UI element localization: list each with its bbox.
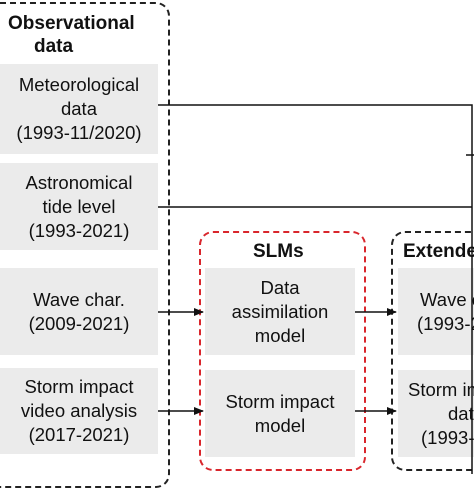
box-line: (2009-2021) xyxy=(28,312,130,334)
wave-char-obs-box: Wave char. (2009-2021) xyxy=(0,268,158,355)
box-line: (1993-2021) xyxy=(417,312,474,334)
storm-impact-video-box: Storm impact video analysis (2017-2021) xyxy=(0,368,158,454)
box-line: video analysis xyxy=(20,400,138,421)
storm-impact-ext-box: Storm impact data (1993-2021) xyxy=(398,370,474,457)
wave-char-ext-clip: Wave char. (1993-2021) xyxy=(398,268,474,355)
observational-title-line1: Observational xyxy=(8,13,135,34)
slms-group xyxy=(199,231,366,471)
box-line: assimilation xyxy=(231,300,329,322)
box-line: (1993-2021) xyxy=(28,219,130,241)
extended-group xyxy=(391,231,474,471)
box-line: data xyxy=(448,402,474,424)
box-line: model xyxy=(254,324,306,346)
box-line: data xyxy=(60,98,97,119)
wave-char-ext-box: Wave char. (1993-2021) xyxy=(398,268,474,355)
box-line: Astronomical xyxy=(25,171,133,193)
box-line: Wave char. xyxy=(33,288,125,310)
storm-impact-model-box: Storm impact model xyxy=(205,370,355,457)
box-line: Wave char. xyxy=(420,288,474,310)
box-line: Storm impact xyxy=(408,378,474,400)
slms-title-text: SLMs xyxy=(253,241,304,262)
box-line: tide level xyxy=(42,195,116,217)
box-line: Meteorological xyxy=(18,74,140,95)
box-line: Data xyxy=(260,276,300,298)
storm-impact-ext-clip: Storm impact data (1993-2021) xyxy=(398,370,474,457)
data-assimilation-model-box: Data assimilation model xyxy=(205,268,355,355)
observational-group-title-line2: data xyxy=(34,35,73,59)
slms-group-title: SLMs xyxy=(253,240,304,264)
extended-group-title: Extended xyxy=(403,240,474,264)
box-line: (1993-2021) xyxy=(421,426,474,448)
connector-lines xyxy=(158,104,474,474)
box-line: (1993-11/2020) xyxy=(16,122,142,143)
extended-title-clip: Extended xyxy=(400,240,474,270)
box-line: Storm impact xyxy=(24,376,134,397)
meteorological-connector xyxy=(158,104,473,474)
astronomical-tide-box: Astronomical tide level (1993-2021) xyxy=(0,163,158,250)
box-line: model xyxy=(254,414,306,436)
meteorological-data-box: Meteorological data (1993-11/2020) xyxy=(0,64,158,154)
observational-group-title: Observational xyxy=(8,12,135,36)
box-line: (2017-2021) xyxy=(28,424,130,445)
box-line: Storm impact xyxy=(225,390,335,412)
observational-title-line2: data xyxy=(34,36,74,57)
extended-title-text: Extended xyxy=(403,241,474,262)
